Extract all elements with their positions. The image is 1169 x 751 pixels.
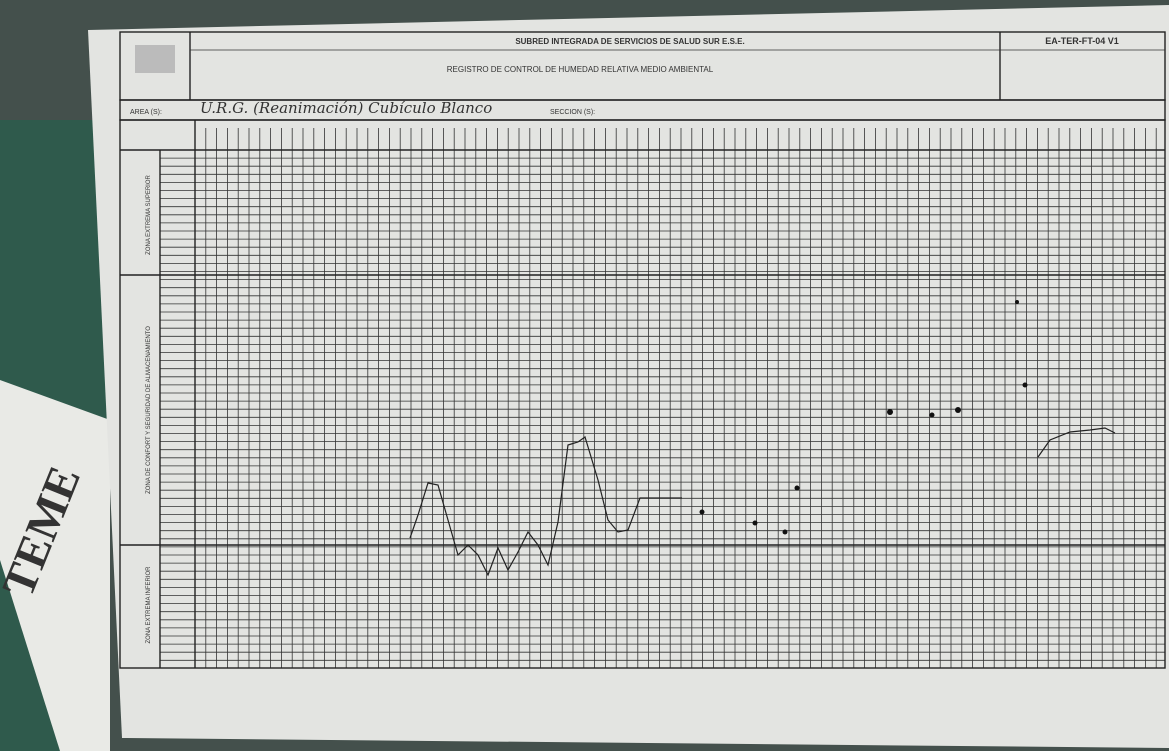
form-code: EA-TER-FT-04 V1: [1045, 36, 1119, 46]
area-label: AREA (S):: [130, 109, 162, 116]
section-label: SECCION (S):: [550, 109, 595, 116]
institution: SUBRED INTEGRADA DE SERVICIOS DE SALUD S…: [515, 37, 744, 46]
area-value: U.R.G. (Reanimación) Cubículo Blanco: [200, 99, 492, 117]
page: TEME SUBRED INTEGRADA DE SERVICIOS DE SA…: [0, 0, 1169, 751]
zone-label: ZONA EXTREMA INFERIOR: [146, 566, 152, 644]
zone-label: ZONA DE CONFORT Y SEGURIDAD DE ALMACENAM…: [146, 326, 152, 494]
zone-label: ZONA EXTREMA SUPERIOR: [146, 174, 152, 254]
photo: TEME SUBRED INTEGRADA DE SERVICIOS DE SA…: [0, 0, 1169, 751]
form-title: REGISTRO DE CONTROL DE HUMEDAD RELATIVA …: [447, 65, 714, 74]
logo: [135, 45, 175, 73]
